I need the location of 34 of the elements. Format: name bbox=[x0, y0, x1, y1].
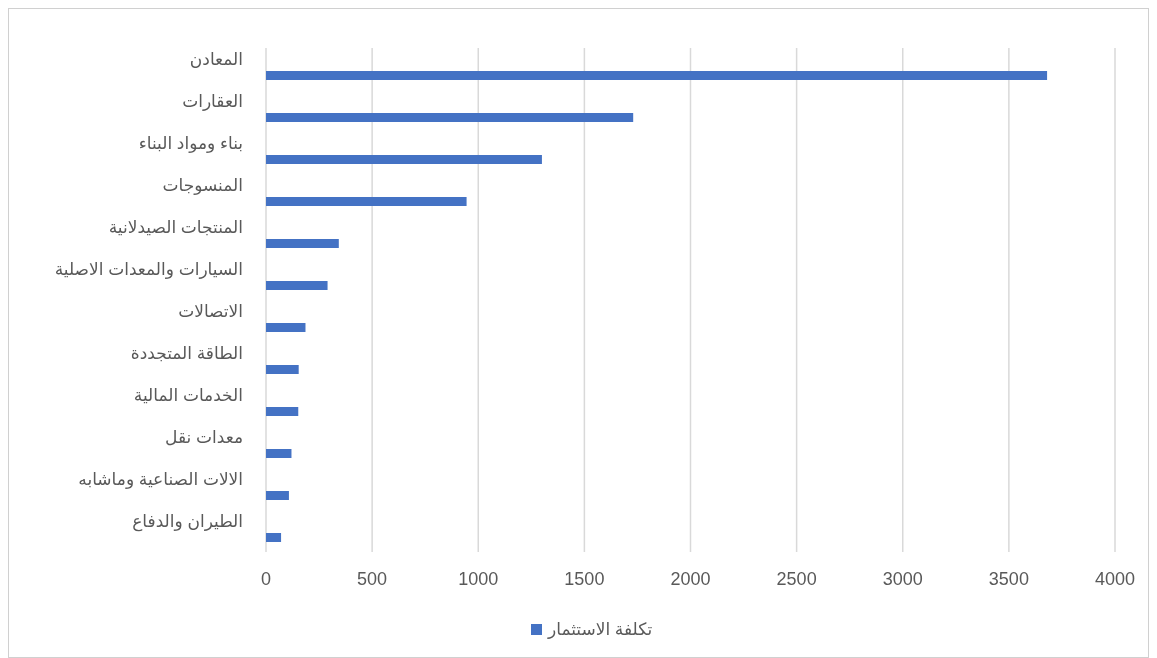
y-tick-label: الطاقة المتجددة bbox=[130, 344, 243, 363]
x-tick-label: 500 bbox=[357, 569, 388, 589]
y-tick-label: المعادن bbox=[189, 50, 243, 69]
y-tick-label: الطيران والدفاع bbox=[132, 512, 243, 532]
bar bbox=[266, 197, 467, 206]
bar bbox=[266, 113, 634, 122]
bar bbox=[266, 155, 542, 164]
x-tick-label: 2500 bbox=[776, 569, 817, 589]
y-tick-label: المنسوجات bbox=[162, 176, 243, 195]
y-tick-label: الاتصالات bbox=[178, 302, 243, 321]
bar bbox=[266, 533, 282, 542]
bar bbox=[266, 449, 292, 458]
bar bbox=[266, 281, 328, 290]
x-tick-label: 1000 bbox=[458, 569, 499, 589]
bar bbox=[266, 71, 1048, 80]
y-tick-label: المنتجات الصيدلانية bbox=[108, 218, 243, 237]
y-tick-label: الالات الصناعية وماشابه bbox=[78, 470, 243, 489]
x-tick-label: 4000 bbox=[1094, 569, 1136, 589]
y-tick-label: بناء ومواد البناء bbox=[138, 134, 243, 153]
bar bbox=[266, 407, 299, 416]
x-tick-label: 3500 bbox=[988, 569, 1029, 589]
bar bbox=[266, 365, 299, 374]
x-tick-label: 0 bbox=[260, 569, 272, 589]
x-tick-label: 2000 bbox=[670, 569, 711, 589]
legend-label: تكلفة الاستثمار bbox=[547, 620, 653, 639]
bar bbox=[266, 239, 339, 248]
x-tick-label: 1500 bbox=[564, 569, 605, 589]
y-tick-label: معدات نقل bbox=[165, 428, 243, 447]
y-tick-label: العقارات bbox=[182, 92, 243, 111]
x-tick-label: 3000 bbox=[882, 569, 923, 589]
bar bbox=[266, 323, 306, 332]
bar bbox=[266, 491, 289, 500]
y-tick-label: الخدمات المالية bbox=[133, 386, 243, 405]
y-tick-label: السيارات والمعدات الاصلية bbox=[54, 260, 243, 279]
